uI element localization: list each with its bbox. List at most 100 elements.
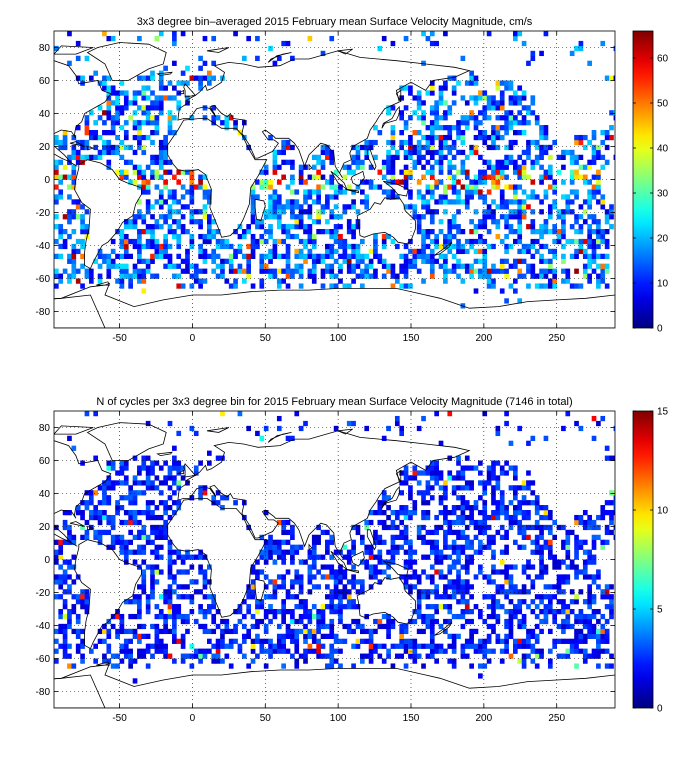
bin-cell <box>456 179 461 185</box>
velocity-panel: 3x3 degree bin–averaged 2015 February me… <box>36 16 669 344</box>
bin-cell <box>491 510 496 516</box>
coastline <box>330 550 348 571</box>
bin-cell <box>338 268 343 274</box>
bin-cell <box>185 549 190 555</box>
bin-cell <box>351 544 356 550</box>
bin-cell <box>145 609 151 615</box>
bin-cell <box>499 199 505 205</box>
bin-cell <box>224 623 230 630</box>
bin-cell <box>263 594 269 600</box>
bin-cell <box>596 663 601 669</box>
bin-cell <box>513 539 518 545</box>
bin-cell <box>604 209 610 215</box>
bin-cell <box>587 233 592 240</box>
bin-cell <box>145 604 151 610</box>
bin-cell <box>486 514 492 521</box>
bin-cell <box>351 154 356 160</box>
bin-cell <box>145 594 151 600</box>
bin-cell <box>495 475 501 481</box>
bin-cell <box>543 594 549 600</box>
bin-cell <box>578 164 584 170</box>
bin-cell <box>499 505 505 511</box>
bin-cell <box>220 273 225 279</box>
bin-cell <box>390 273 396 279</box>
bin-cell <box>294 219 300 225</box>
bin-cell <box>333 584 339 590</box>
bin-cell <box>425 258 431 264</box>
bin-cell <box>547 648 553 654</box>
bin-cell <box>80 534 85 540</box>
bin-cell <box>600 199 606 205</box>
bin-cell <box>141 179 147 185</box>
bin-cell <box>355 618 361 625</box>
bin-cell <box>596 420 601 427</box>
bin-cell <box>272 243 278 250</box>
colorbar-tick-label: 60 <box>657 54 669 65</box>
bin-cell <box>176 460 182 466</box>
bin-cell <box>416 189 422 195</box>
bin-cell <box>591 633 597 639</box>
bin-cell <box>416 194 422 200</box>
bin-cell <box>298 174 304 180</box>
bin-cell <box>438 90 444 96</box>
bin-cell <box>355 524 361 531</box>
bin-cell <box>464 194 470 200</box>
bin-cell <box>281 268 286 274</box>
bin-cell <box>491 130 496 136</box>
bin-cell <box>508 80 514 86</box>
bin-cell <box>193 273 199 279</box>
bin-cell <box>259 169 265 175</box>
bin-cell <box>464 184 470 190</box>
bin-cell <box>180 258 186 264</box>
bin-cell <box>517 248 523 255</box>
bin-cell <box>486 229 492 235</box>
bin-cell <box>311 243 317 250</box>
coastline <box>96 281 111 286</box>
bin-cell <box>613 115 615 121</box>
bin-cell <box>443 199 448 205</box>
bin-cell <box>80 144 85 151</box>
bin-cell <box>412 164 418 170</box>
bin-cell <box>561 609 566 615</box>
bin-cell <box>368 648 374 654</box>
bin-cell <box>600 268 606 274</box>
bin-cell <box>329 633 335 639</box>
bin-cell <box>582 238 588 245</box>
bin-cell <box>294 189 300 195</box>
bin-cell <box>62 144 68 151</box>
bin-cell <box>609 455 614 461</box>
bin-cell <box>434 159 439 165</box>
bin-cell <box>425 90 431 96</box>
bin-cell <box>263 539 269 545</box>
bin-cell <box>154 273 160 279</box>
bin-cell <box>75 149 81 156</box>
bin-cell <box>464 554 470 560</box>
bin-cell <box>163 618 168 625</box>
bin-cell <box>106 643 112 649</box>
bin-cell <box>150 510 155 516</box>
bin-cell <box>145 85 151 91</box>
bin-cell <box>71 445 77 451</box>
bin-cell <box>495 500 501 506</box>
bin-cell <box>172 199 177 205</box>
bin-cell <box>456 455 461 461</box>
bin-cell <box>123 495 129 501</box>
bin-cell <box>373 268 378 274</box>
bin-cell <box>443 495 448 501</box>
bin-cell <box>517 214 523 220</box>
bin-cell <box>198 604 203 610</box>
bin-cell <box>478 613 483 620</box>
bin-cell <box>285 253 291 259</box>
bin-cell <box>421 174 426 180</box>
bin-cell <box>373 643 378 649</box>
bin-cell <box>351 524 356 531</box>
bin-cell <box>543 229 549 235</box>
bin-cell <box>167 564 173 570</box>
bin-cell <box>368 139 374 146</box>
bin-cell <box>172 579 177 585</box>
bin-cell <box>285 589 291 595</box>
bin-cell <box>110 653 116 659</box>
bin-cell <box>154 604 160 610</box>
bin-cell <box>478 495 483 501</box>
bin-cell <box>495 569 501 575</box>
